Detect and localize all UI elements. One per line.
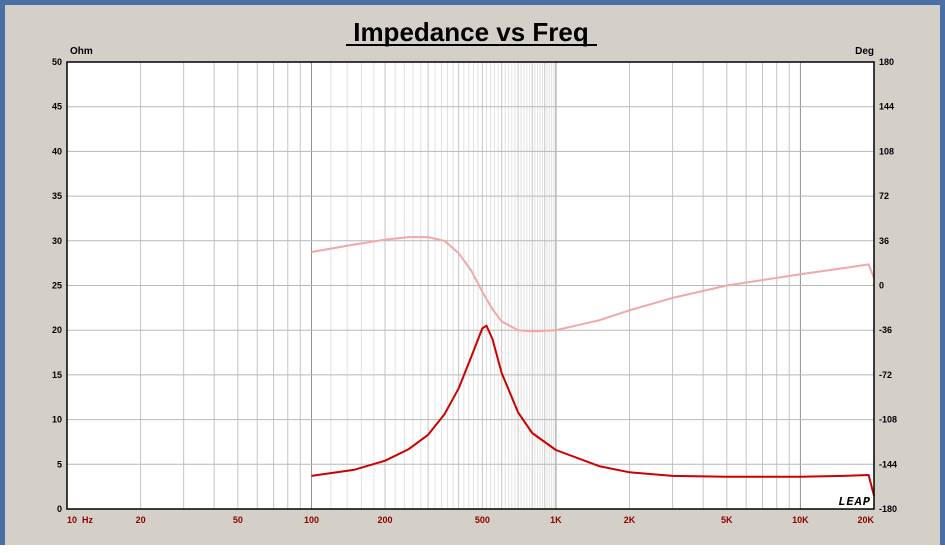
y-unit-left: Ohm: [70, 46, 93, 57]
y2-tick-label: -108: [879, 415, 897, 425]
leap-watermark: LEAP: [838, 495, 871, 509]
x-tick-label: 1K: [550, 515, 562, 525]
y2-tick-label: -180: [879, 504, 897, 514]
x-tick-label: 500: [475, 515, 490, 525]
x-tick-label: 5K: [721, 515, 733, 525]
bottom-strip: [0, 545, 945, 553]
axis-labels: 0 5 10 15 20 25 30 35 40 45 50 -180 -144 -108 -72 -36 0 3…: [52, 57, 897, 525]
series-layer: [311, 236, 875, 496]
x-tick-label: 10K: [792, 515, 809, 525]
x-tick-label: 20K: [857, 515, 874, 525]
y-tick-label: 20: [52, 325, 62, 335]
y-unit-right: Deg: [855, 46, 874, 57]
x-tick-label: 20: [136, 515, 146, 525]
chart-title: Impedance vs Freq: [353, 17, 589, 47]
y-tick-label: 10: [52, 415, 62, 425]
y2-tick-label: -36: [879, 325, 892, 335]
y2-tick-label: -72: [879, 370, 892, 380]
y-tick-label: 15: [52, 370, 62, 380]
y2-tick-label: -144: [879, 459, 897, 469]
y-tick-label: 50: [52, 57, 62, 67]
x-tick-label: 200: [378, 515, 393, 525]
x-tick-label: 10 Hz: [67, 515, 94, 525]
phase-curve: [311, 236, 875, 333]
y-tick-label: 30: [52, 236, 62, 246]
y2-tick-label: 72: [879, 191, 889, 201]
y-tick-label: 35: [52, 191, 62, 201]
y2-tick-label: 36: [879, 236, 889, 246]
y2-tick-label: 180: [879, 57, 894, 67]
plot-border: [66, 61, 875, 510]
y-tick-label: 5: [57, 459, 62, 469]
x-tick-label: 100: [304, 515, 319, 525]
impedance-curve: [311, 324, 875, 496]
y-tick-label: 25: [52, 281, 62, 291]
y2-tick-label: 108: [879, 146, 894, 156]
x-tick-label: 50: [233, 515, 243, 525]
x-tick-label: 2K: [624, 515, 636, 525]
y2-tick-label: 144: [879, 102, 894, 112]
y-tick-label: 0: [57, 504, 62, 514]
y2-tick-label: 0: [879, 281, 884, 291]
y-tick-label: 40: [52, 146, 62, 156]
y-tick-label: 45: [52, 102, 62, 112]
